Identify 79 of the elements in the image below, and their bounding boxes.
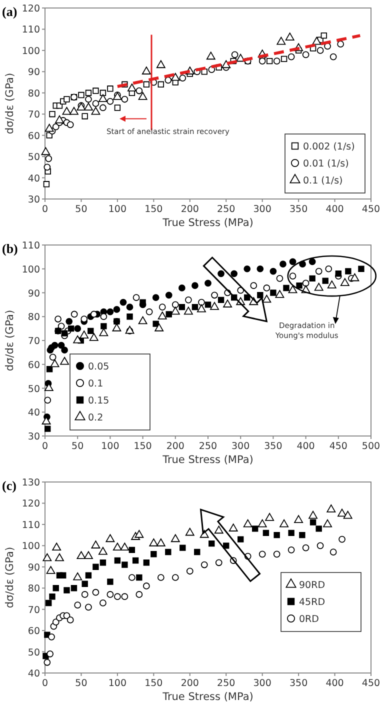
- y-tick-label: 90: [28, 67, 40, 78]
- y-tick-label: 70: [28, 604, 40, 616]
- y-tick-label: 50: [28, 152, 40, 164]
- x-tick-label: 400: [326, 204, 344, 215]
- x-axis-title: True Stress (MPa): [162, 454, 254, 466]
- chart-title: (b): [2, 241, 18, 256]
- y-tick-label: 30: [28, 432, 40, 442]
- y-tick-label: 50: [28, 647, 40, 658]
- x-tick-label: 300: [253, 678, 272, 689]
- y-axis-title: dσ/dε (GPa): [4, 546, 16, 608]
- x-tick-label: 250: [217, 678, 236, 689]
- y-tick-label: 90: [28, 288, 40, 300]
- y-tick-label: 110: [22, 520, 40, 531]
- y-tick-label: 80: [28, 312, 40, 324]
- chart-title: (a): [2, 4, 18, 19]
- y-tick-label: 40: [28, 173, 40, 184]
- y-tick-label: 40: [28, 408, 40, 419]
- legend-label: 45RD: [299, 597, 326, 608]
- x-tick-label: 100: [101, 441, 120, 452]
- legend-label: 0.002 (1/s): [303, 142, 355, 152]
- y-tick-label: 110: [22, 24, 40, 36]
- y-tick-label: 30: [28, 194, 40, 206]
- x-tick-label: 0: [42, 441, 48, 452]
- x-tick-label: 150: [134, 441, 152, 452]
- y-axis-title: dσ/dε (GPa): [4, 72, 16, 134]
- x-tick-label: 450: [329, 441, 348, 452]
- x-tick-label: 250: [198, 441, 218, 452]
- x-tick-label: 500: [362, 441, 380, 452]
- y-tick-label: 50: [28, 384, 40, 395]
- x-tick-label: 450: [362, 204, 380, 215]
- x-tick-label: 300: [253, 204, 272, 215]
- y-tick-label: 120: [22, 4, 40, 14]
- x-tick-label: 350: [264, 441, 282, 452]
- x-axis-title: True Stress (MPa): [162, 691, 254, 703]
- legend-label: 0.1 (1/s): [303, 176, 343, 186]
- x-tick-label: 200: [180, 678, 199, 689]
- y-tick-label: 70: [28, 110, 40, 121]
- x-tick-label: 400: [296, 441, 315, 452]
- x-tick-label: 100: [108, 678, 127, 689]
- y-tick-label: 100: [22, 46, 40, 57]
- legend-label: 90RD: [299, 580, 326, 591]
- x-tick-label: 100: [108, 204, 127, 215]
- legend-label: 0.2: [88, 412, 104, 424]
- y-tick-label: 70: [28, 336, 40, 347]
- y-tick-label: 100: [22, 264, 40, 276]
- legend-label: 0RD: [299, 614, 319, 625]
- x-tick-label: 350: [289, 204, 308, 215]
- x-tick-label: 250: [217, 204, 236, 215]
- y-tick-label: 80: [28, 88, 40, 100]
- legend-label: 0.01 (1/s): [303, 158, 349, 170]
- y-axis-title: dσ/dε (GPa): [4, 310, 16, 372]
- x-tick-label: 200: [166, 441, 184, 452]
- x-tick-label: 350: [289, 678, 308, 689]
- x-tick-label: 50: [72, 441, 84, 452]
- x-tick-label: 450: [362, 678, 380, 689]
- chart-title: (c): [2, 478, 16, 493]
- y-tick-label: 130: [22, 478, 40, 488]
- x-tick-label: 0: [42, 678, 48, 689]
- y-tick-label: 60: [28, 360, 40, 371]
- x-tick-label: 200: [180, 204, 199, 215]
- y-tick-label: 60: [28, 130, 40, 142]
- x-tick-label: 400: [326, 678, 344, 689]
- x-tick-label: 0: [42, 204, 48, 215]
- legend-label: 0.15: [88, 396, 110, 406]
- x-tick-label: 150: [144, 204, 163, 215]
- x-tick-label: 50: [75, 204, 88, 215]
- legend-label: 0.1: [88, 378, 104, 390]
- y-tick-label: 120: [22, 498, 40, 510]
- y-tick-label: 100: [22, 541, 40, 552]
- y-tick-label: 40: [28, 668, 40, 680]
- y-tick-label: 110: [22, 240, 40, 252]
- legend-label: 0.05: [88, 362, 110, 372]
- y-tick-label: 60: [28, 626, 40, 638]
- x-tick-label: 150: [144, 678, 163, 689]
- x-axis-title: True Stress (MPa): [162, 217, 254, 229]
- y-tick-label: 90: [28, 562, 40, 574]
- x-tick-label: 300: [232, 441, 250, 452]
- y-tick-label: 80: [28, 584, 40, 595]
- x-tick-label: 50: [75, 678, 88, 689]
